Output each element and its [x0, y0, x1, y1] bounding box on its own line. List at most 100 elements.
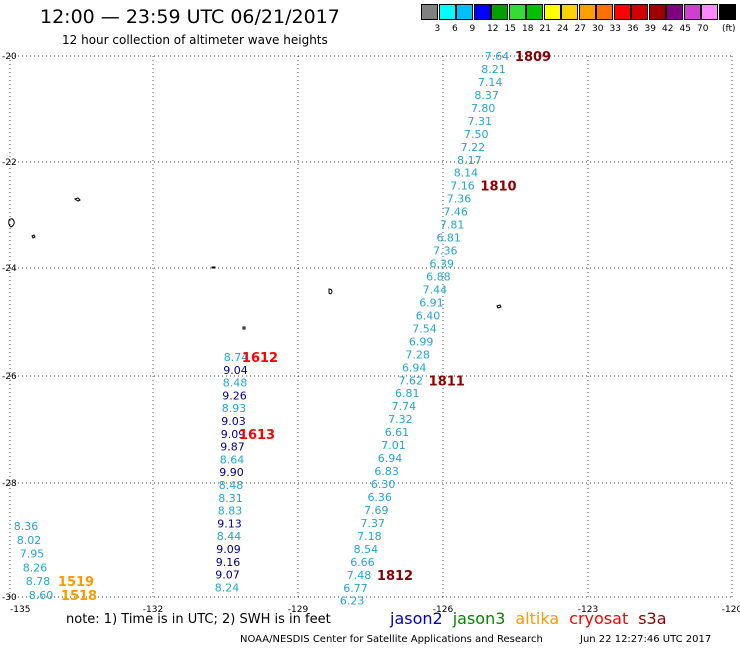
- legend-label: 6: [452, 24, 458, 34]
- legend-swatch: [456, 4, 473, 20]
- satellite-name-cryosat: cryosat: [569, 609, 629, 628]
- color-legend: 3 6 9 12 15 18 21 24 27 30 33 36 39 42 45 70 (ft): [421, 4, 740, 34]
- wave-height-value[interactable]: 6.91: [419, 296, 444, 309]
- wave-height-value[interactable]: 8.14: [454, 167, 479, 180]
- wave-height-value[interactable]: 8.31: [218, 492, 243, 505]
- wave-height-value[interactable]: 6.77: [343, 582, 368, 595]
- pass-time-label: 1809: [515, 50, 551, 65]
- pass-time-label: 1812: [377, 569, 413, 584]
- wave-height-value[interactable]: 9.16: [216, 556, 241, 569]
- legend-label: 45: [679, 24, 691, 34]
- wave-height-value[interactable]: 6.61: [385, 426, 410, 439]
- legend-swatch: [526, 4, 543, 20]
- wave-height-value[interactable]: 9.03: [221, 415, 246, 428]
- wave-height-value[interactable]: 7.62: [399, 374, 424, 387]
- wave-height-value[interactable]: 6.40: [416, 309, 441, 322]
- wave-height-value[interactable]: 6.30: [371, 478, 396, 491]
- wave-height-value[interactable]: 7.36: [433, 245, 458, 258]
- pass-time-label: 1811: [429, 374, 465, 389]
- island-shape: [496, 304, 502, 309]
- legend-swatch: [438, 4, 456, 20]
- wave-height-value[interactable]: 9.13: [217, 517, 242, 530]
- generation-timestamp: Jun 22 12:27:46 UTC 2017: [580, 634, 712, 645]
- wave-height-value[interactable]: 7.44: [423, 283, 448, 296]
- wave-height-value[interactable]: 7.64: [485, 50, 510, 63]
- legend-swatch: [701, 4, 718, 20]
- legend-label: 15: [504, 24, 516, 34]
- wave-height-value[interactable]: 7.16: [450, 180, 475, 193]
- wave-height-value[interactable]: 8.26: [23, 561, 48, 574]
- wave-height-value[interactable]: 7.50: [464, 128, 489, 141]
- wave-height-value[interactable]: 6.23: [340, 595, 365, 608]
- island-shape: [8, 218, 15, 228]
- wave-height-value[interactable]: 7.46: [443, 206, 468, 219]
- wave-height-value[interactable]: 8.93: [222, 402, 247, 415]
- wave-height-value[interactable]: 8.78: [26, 575, 51, 588]
- wave-height-value[interactable]: 8.54: [354, 543, 379, 556]
- wave-height-value[interactable]: 8.48: [223, 377, 248, 390]
- island-shape: [242, 326, 246, 330]
- wave-height-value[interactable]: 8.74: [224, 351, 249, 364]
- wave-height-value[interactable]: 8.17: [457, 154, 482, 167]
- wave-height-value[interactable]: 9.26: [222, 389, 247, 402]
- wave-height-value[interactable]: 7.01: [381, 439, 406, 452]
- wave-height-value[interactable]: 6.39: [430, 258, 455, 271]
- legend-swatch: [561, 4, 578, 20]
- satellite-name-jason2: jason2: [390, 609, 443, 628]
- wave-height-value[interactable]: 8.44: [217, 530, 242, 543]
- wave-height-value[interactable]: 9.90: [219, 466, 244, 479]
- wave-height-value[interactable]: 7.80: [471, 102, 496, 115]
- wave-height-value[interactable]: 7.95: [20, 548, 45, 561]
- wave-height-value[interactable]: 7.18: [357, 530, 382, 543]
- wave-height-value[interactable]: 7.14: [478, 76, 503, 89]
- wave-height-value[interactable]: 8.60: [29, 589, 54, 602]
- wave-height-value[interactable]: 7.69: [364, 504, 389, 517]
- wave-height-value[interactable]: 6.83: [374, 465, 399, 478]
- footer-note: note: 1) Time is in UTC; 2) SWH is in fe…: [66, 612, 331, 627]
- island-outlines: [8, 197, 502, 330]
- wave-height-value[interactable]: 7.22: [461, 141, 486, 154]
- legend-swatch: [543, 4, 561, 20]
- wave-height-value[interactable]: 7.36: [447, 193, 472, 206]
- page-subtitle: 12 hour collection of altimeter wave hei…: [62, 33, 328, 47]
- wave-height-value[interactable]: 8.02: [17, 534, 42, 547]
- island-shape: [328, 288, 333, 295]
- wave-height-value[interactable]: 8.24: [215, 581, 240, 594]
- legend-label: 12: [487, 24, 499, 34]
- wave-height-value[interactable]: 9.87: [220, 441, 245, 454]
- wave-height-value[interactable]: 9.07: [215, 569, 240, 582]
- wave-height-value[interactable]: 7.81: [440, 219, 465, 232]
- lon-tick-label: -120: [722, 605, 740, 615]
- wave-height-value[interactable]: 7.74: [392, 400, 417, 413]
- wave-height-value[interactable]: 8.64: [220, 453, 245, 466]
- wave-height-value[interactable]: 9.04: [223, 364, 248, 377]
- wave-height-value[interactable]: 6.94: [402, 361, 427, 374]
- wave-height-value[interactable]: 8.83: [218, 505, 243, 518]
- wave-height-value[interactable]: 9.09: [221, 428, 246, 441]
- wave-height-value[interactable]: 6.36: [367, 491, 392, 504]
- wave-height-value[interactable]: 8.48: [219, 479, 244, 492]
- wave-height-value[interactable]: 8.36: [14, 520, 39, 533]
- wave-height-value[interactable]: 9.09: [216, 543, 241, 556]
- wave-height-value[interactable]: 7.32: [388, 413, 413, 426]
- wave-height-value[interactable]: 7.31: [468, 115, 493, 128]
- wave-height-value[interactable]: 6.81: [436, 232, 461, 245]
- wave-height-value[interactable]: 8.37: [474, 89, 499, 102]
- lon-tick-label: -123: [578, 605, 598, 615]
- pass-time-label: 1519: [58, 575, 94, 590]
- island-shape: [73, 197, 81, 202]
- wave-height-value[interactable]: 6.99: [409, 335, 434, 348]
- legend-swatch: [596, 4, 613, 20]
- wave-height-value[interactable]: 6.81: [395, 387, 420, 400]
- legend-swatch: [718, 4, 736, 20]
- wave-height-value[interactable]: 6.66: [350, 556, 375, 569]
- wave-height-value[interactable]: 7.28: [405, 348, 430, 361]
- wave-height-value[interactable]: 8.21: [481, 63, 506, 76]
- wave-height-value[interactable]: 7.37: [361, 517, 386, 530]
- wave-height-value[interactable]: 7.54: [412, 322, 437, 335]
- wave-height-value[interactable]: 7.48: [347, 569, 372, 582]
- wave-height-value[interactable]: 6.88: [426, 270, 451, 283]
- wave-height-value[interactable]: 6.94: [378, 452, 403, 465]
- legend-swatch: [578, 4, 596, 20]
